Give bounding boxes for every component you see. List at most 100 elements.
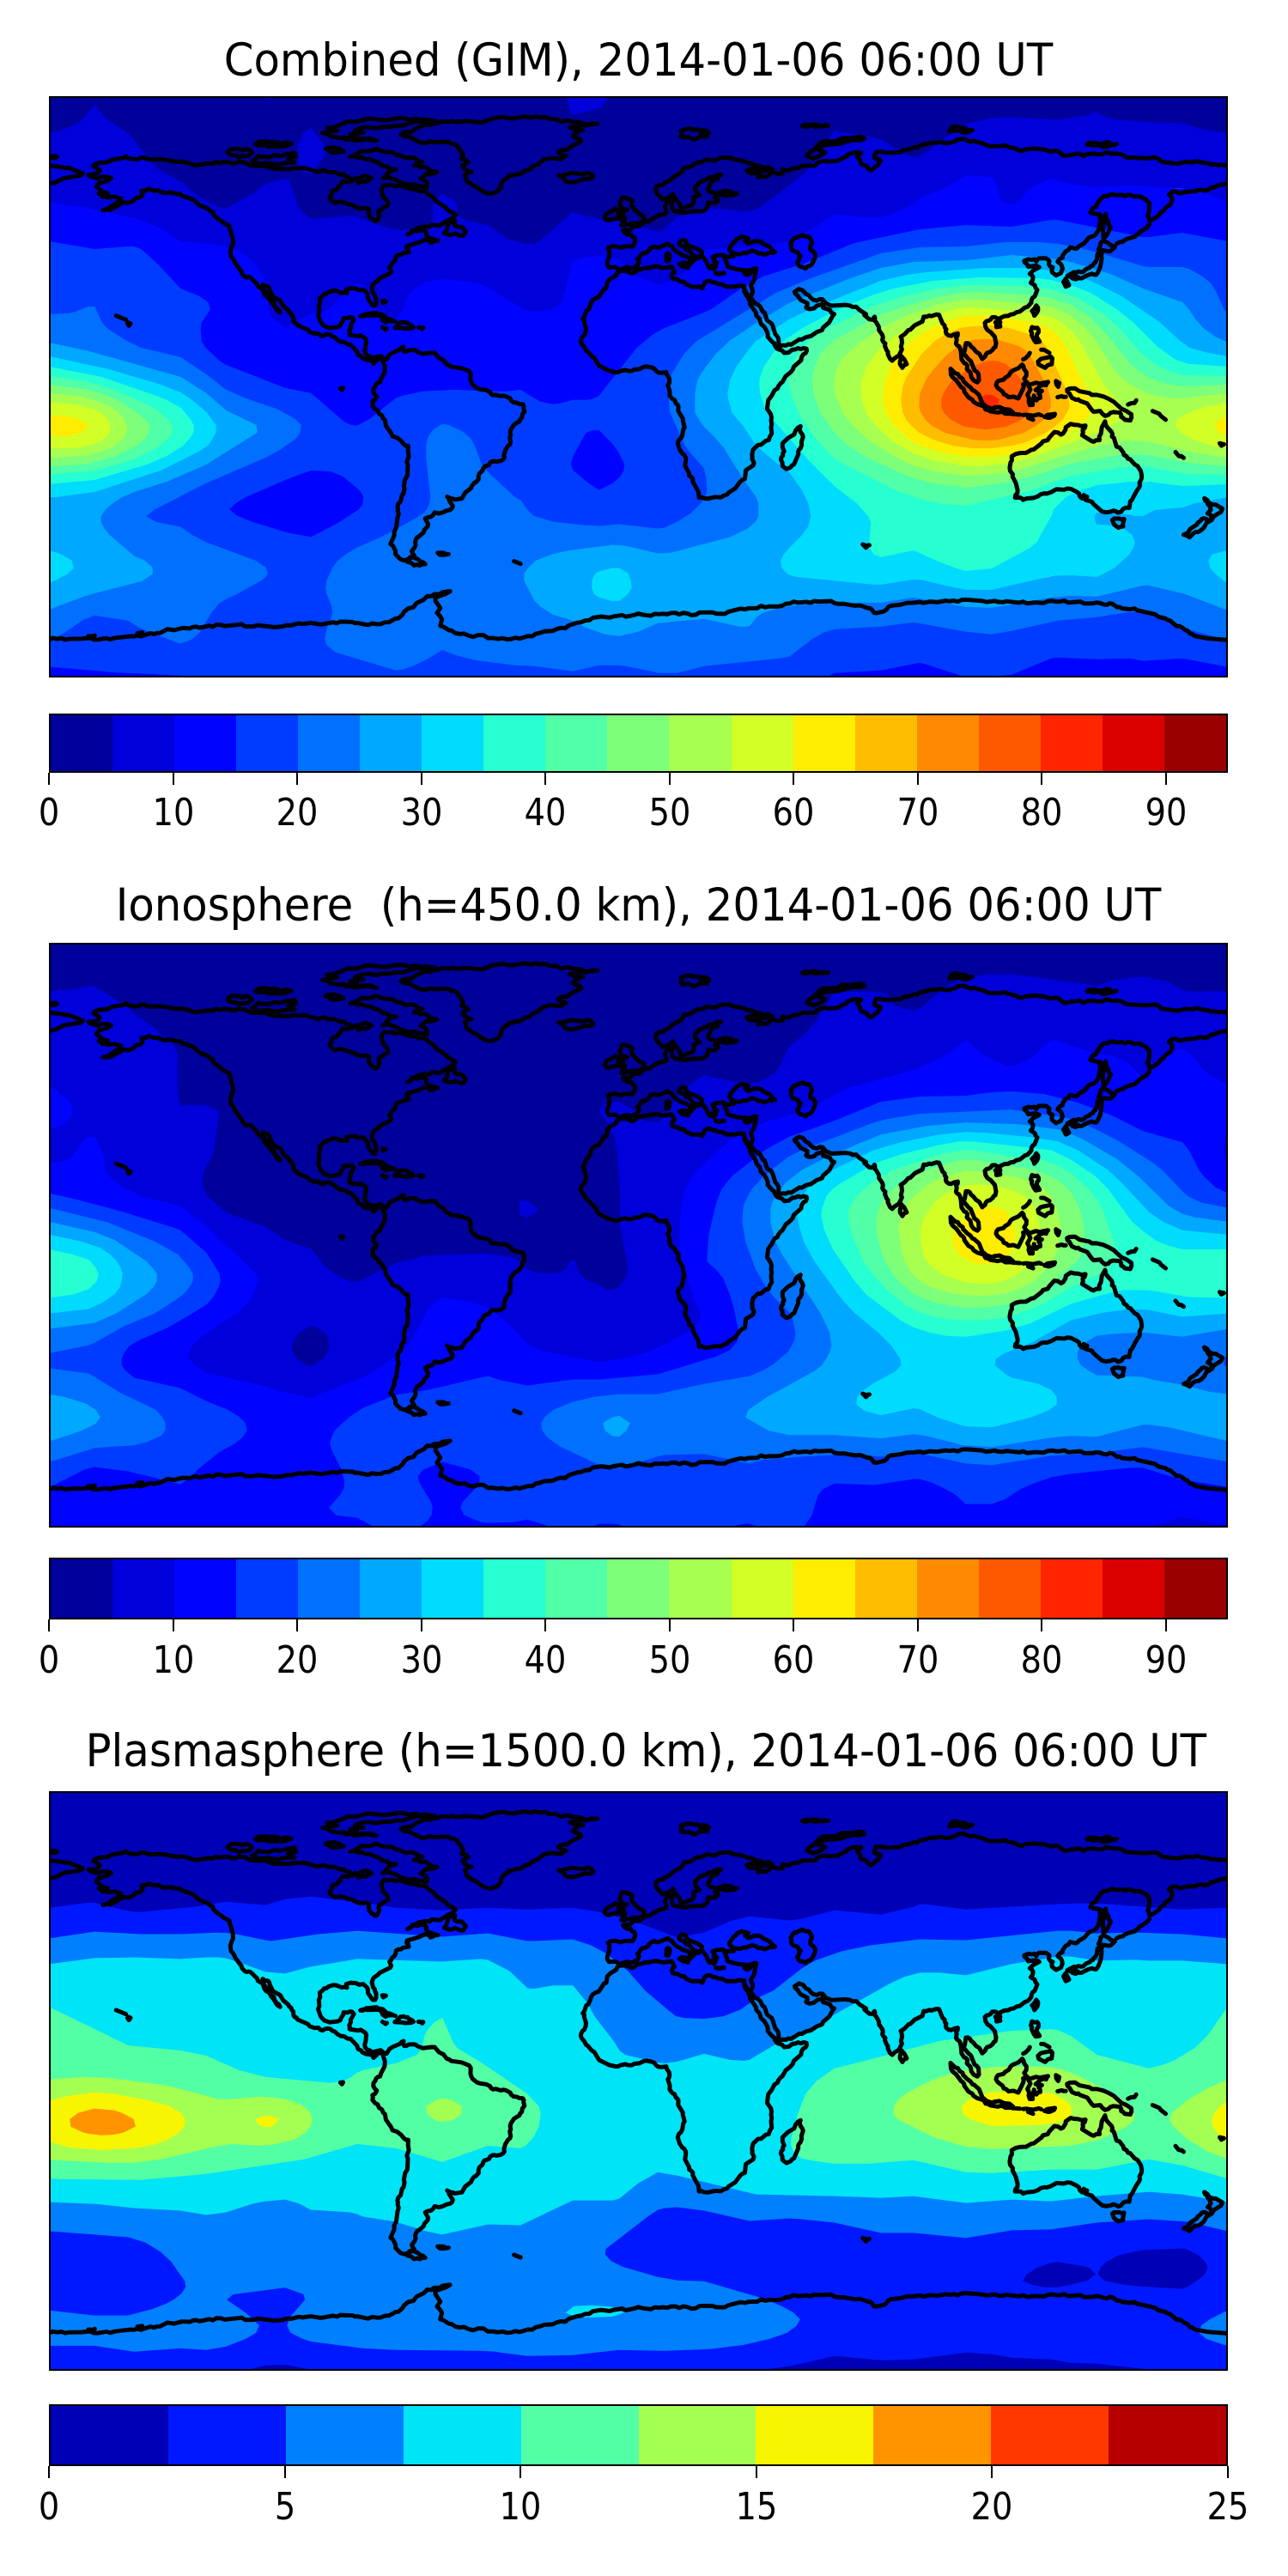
- colorbar-tick: [283, 2466, 286, 2478]
- colorbar-band: [669, 715, 732, 771]
- colorbar-tick: [1041, 773, 1043, 785]
- colorbar-tick-label: 90: [1145, 1638, 1188, 1682]
- colorbar-band: [422, 1559, 484, 1618]
- map-layers: [49, 96, 1228, 677]
- colorbar-tick-label: 90: [1145, 791, 1188, 835]
- map-frame: [49, 96, 1228, 677]
- colorbar-band: [1163, 715, 1226, 771]
- map-frame: [49, 1791, 1228, 2371]
- colorbar-tick: [916, 773, 919, 785]
- colorbar-tick-label: 5: [274, 2485, 295, 2529]
- colorbar-plasmasphere: [49, 2404, 1228, 2466]
- colorbar-band: [520, 2406, 639, 2464]
- colorbar-band: [51, 715, 113, 771]
- colorbar-band: [298, 1559, 361, 1618]
- colorbar-band: [51, 2406, 168, 2464]
- colorbar-band: [916, 715, 979, 771]
- map-layers: [49, 1791, 1228, 2371]
- colorbar-band: [167, 2406, 286, 2464]
- map-ionosphere: [49, 943, 1228, 1528]
- colorbar-tick-label: 70: [896, 791, 939, 835]
- colorbar-tick-label: 25: [1206, 2485, 1249, 2529]
- colorbar-band: [51, 1559, 113, 1618]
- colorbar-band: [545, 715, 608, 771]
- colorbar-tick-label: 0: [38, 2485, 60, 2529]
- colorbar-tick: [755, 2466, 757, 2478]
- colorbar-band: [607, 1559, 670, 1618]
- panel-ionosphere-title: Ionosphere (h=450.0 km), 2014-01-06 06:0…: [115, 879, 1162, 932]
- colorbar-tick: [172, 1619, 174, 1631]
- colorbar-tick: [519, 2466, 522, 2478]
- colorbar-band: [638, 2406, 756, 2464]
- contour-band-17.5-20: [70, 2108, 136, 2136]
- colorbar-tick: [172, 773, 174, 785]
- colorbar-tick-label: 40: [524, 1638, 567, 1682]
- colorbar-tick-label: 40: [524, 791, 567, 835]
- map-plasmasphere: [49, 1791, 1228, 2371]
- colorbar-band: [174, 1559, 237, 1618]
- colorbar-tick: [296, 773, 299, 785]
- colorbar-band: [236, 1559, 299, 1618]
- colorbar-band: [1040, 715, 1103, 771]
- colorbar-tick-label: 20: [276, 1638, 319, 1682]
- colorbar-band: [991, 2406, 1109, 2464]
- colorbar-band: [978, 715, 1041, 771]
- panel-plasmasphere-title: Plasmasphere (h=1500.0 km), 2014-01-06 0…: [85, 1725, 1206, 1777]
- colorbar-tick: [1041, 1619, 1043, 1631]
- map-frame: [49, 943, 1228, 1528]
- colorbar-band: [422, 715, 484, 771]
- colorbar-tick-label: 20: [276, 791, 319, 835]
- colorbar-tick-label: 70: [896, 1638, 939, 1682]
- colorbar-band: [916, 1559, 979, 1618]
- colorbar-tick: [544, 773, 547, 785]
- coastlines: [49, 1809, 1228, 2336]
- map-layers: [49, 943, 1228, 1528]
- colorbar-band: [978, 1559, 1041, 1618]
- colorbar-band: [403, 2406, 521, 2464]
- colorbar-tick: [991, 2466, 993, 2478]
- colorbar-tick: [668, 773, 671, 785]
- colorbar-band: [669, 1559, 732, 1618]
- colorbar-band: [1109, 2406, 1227, 2464]
- colorbar-tick-label: 60: [772, 1638, 815, 1682]
- colorbar-tick-label: 10: [152, 791, 194, 835]
- colorbar-tick: [793, 1619, 795, 1631]
- colorbar-tick-label: 0: [38, 791, 60, 835]
- colorbar-band: [360, 1559, 422, 1618]
- colorbar-band: [793, 1559, 855, 1618]
- colorbar-band: [298, 715, 361, 771]
- colorbar-band: [174, 715, 237, 771]
- coastlines: [49, 114, 1228, 642]
- colorbar-band: [731, 1559, 793, 1618]
- colorbar-band: [545, 1559, 608, 1618]
- colorbar-band: [854, 715, 917, 771]
- colorbar-tick: [420, 773, 422, 785]
- colorbar-tick-label: 20: [971, 2485, 1013, 2529]
- colorbar-combined: [49, 714, 1228, 773]
- colorbar-tick-label: 60: [772, 791, 815, 835]
- colorbar-tick-label: 50: [648, 1638, 690, 1682]
- colorbar-band: [1040, 1559, 1103, 1618]
- colorbar-tick-label: 80: [1020, 1638, 1063, 1682]
- colorbar-band: [756, 2406, 874, 2464]
- colorbar-tick: [544, 1619, 547, 1631]
- colorbar-band: [483, 715, 546, 771]
- colorbar-band: [731, 715, 793, 771]
- colorbar-band: [1102, 715, 1164, 771]
- colorbar-tick: [48, 1619, 50, 1631]
- colorbar-band: [873, 2406, 992, 2464]
- colorbar-tick-label: 0: [38, 1638, 60, 1682]
- colorbar-tick: [916, 1619, 919, 1631]
- colorbar-tick: [668, 1619, 671, 1631]
- colorbar-tick: [420, 1619, 422, 1631]
- colorbar-band: [483, 1559, 546, 1618]
- map-combined: [49, 96, 1228, 677]
- coastlines: [49, 961, 1228, 1492]
- contour-band-5-10: [49, 96, 1228, 330]
- colorbar-tick-label: 80: [1020, 791, 1063, 835]
- colorbar-tick: [296, 1619, 299, 1631]
- colorbar-band: [793, 715, 855, 771]
- panel-combined-title: Combined (GIM), 2014-01-06 06:00 UT: [223, 34, 1054, 87]
- colorbar-band: [112, 715, 175, 771]
